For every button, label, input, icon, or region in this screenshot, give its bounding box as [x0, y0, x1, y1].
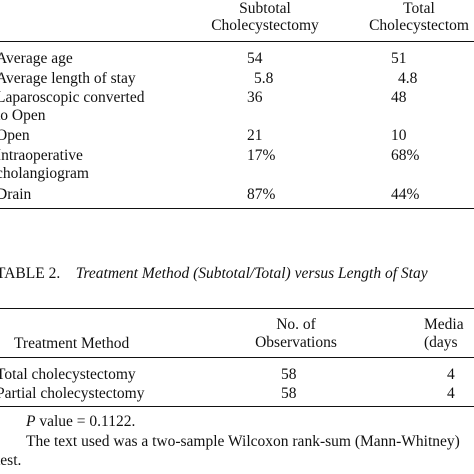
p-value-text: value = 0.1122. [39, 413, 136, 430]
table1-row-subtotal: 17% [247, 147, 276, 164]
table2-row-observations: 58 [281, 366, 297, 383]
table1-row-subtotal: 87% [247, 186, 276, 203]
table2-row-median: 4 [447, 366, 455, 383]
table2-header-median: Media (days [424, 316, 464, 351]
table1-row-total: 10 [391, 127, 407, 144]
table2-caption-label: TABLE 2. [0, 265, 61, 282]
table1-header-total: Total Cholecystectom [369, 0, 469, 34]
table1-row-subtotal: 54 [247, 50, 263, 67]
table1-row-total: 48 [391, 89, 407, 106]
table1-row-subtotal: 5.8 [254, 70, 274, 87]
table2-footnote-pvalue: P value = 0.1122. [26, 413, 135, 430]
table1-header-rule [0, 41, 474, 42]
table2-bottom-rule [0, 406, 474, 407]
table1-row-label: Intraoperative cholangiogram [0, 147, 89, 182]
table1-row-label: Average age [0, 50, 73, 67]
table1-row-total: 44% [391, 186, 420, 203]
table2-top-rule [0, 308, 474, 309]
table2-header-method: Treatment Method [14, 335, 130, 352]
table2-header-observations: No. of Observations [255, 316, 337, 351]
table2-row-median: 4 [447, 385, 455, 402]
table2-caption-title: Treatment Method (Subtotal/Total) versus… [75, 265, 428, 282]
table2-header-rule [0, 357, 474, 358]
table1-row-subtotal: 36 [247, 89, 263, 106]
table1-row-label: Average length of stay [0, 70, 136, 87]
table2-footnote-test: The text used was a two-sample Wilcoxon … [0, 433, 460, 469]
p-symbol: P [26, 413, 36, 430]
table2-row-method: Partial cholecystectomy [0, 385, 145, 402]
table2-caption: TABLE 2. Treatment Method (Subtotal/Tota… [0, 264, 474, 283]
table1-row-label: Drain [0, 186, 32, 203]
table1-row-total: 51 [391, 50, 407, 67]
table1-row-label: Open [0, 127, 30, 144]
table2-row-observations: 58 [281, 385, 297, 402]
table1-row-subtotal: 21 [247, 127, 263, 144]
table1-header-subtotal: Subtotal Cholecystectomy [211, 0, 319, 34]
table1-bottom-rule [0, 208, 474, 209]
table2-row-method: Total cholecystectomy [0, 366, 136, 383]
table1-row-label: Laparoscopic converted to Open [0, 89, 145, 124]
table1-row-total: 68% [391, 147, 420, 164]
table1-row-total: 4.8 [398, 70, 418, 87]
